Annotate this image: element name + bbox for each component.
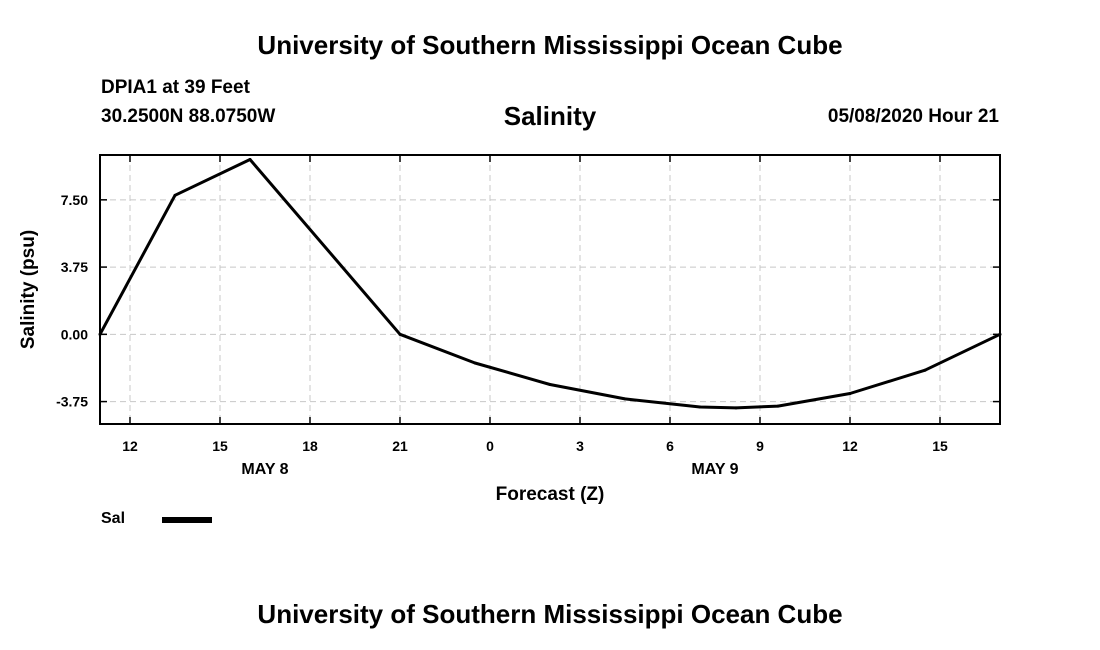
- station-coordinates: 30.2500N 88.0750W: [101, 106, 276, 127]
- x-axis-label: Forecast (Z): [496, 484, 605, 505]
- x-tick-label: 0: [486, 438, 494, 454]
- x-tick-label: 18: [302, 438, 318, 454]
- data-point: [473, 361, 477, 365]
- organization-footer: University of Southern Mississippi Ocean…: [257, 599, 843, 629]
- data-point: [548, 383, 552, 387]
- data-point: [734, 406, 738, 410]
- y-tick-label: 0.00: [61, 326, 88, 342]
- forecast-run-time: 05/08/2020 Hour 21: [827, 106, 999, 127]
- axis-layer: 12 15 18 21 0 3 6 9 12 15 MAY 8 MAY 9 7.50 3.75 0.00 -3…: [56, 155, 1000, 478]
- series-line-sal: [98, 158, 1001, 410]
- x-tick-label: 21: [392, 438, 408, 454]
- y-axis-label: Salinity (psu): [18, 230, 39, 349]
- data-point: [923, 368, 927, 372]
- chart-title: Salinity: [503, 101, 597, 131]
- data-point: [173, 193, 177, 197]
- legend-line-swatch: [162, 517, 212, 523]
- legend-label: Sal: [101, 510, 126, 527]
- y-tick-label: 7.50: [61, 192, 88, 208]
- x-tick-label: 15: [932, 438, 948, 454]
- x-tick-label: 12: [842, 438, 858, 454]
- x-tick-label: 12: [122, 438, 138, 454]
- organization-title: University of Southern Mississippi Ocean…: [257, 30, 843, 60]
- data-point: [248, 157, 252, 161]
- y-tick-label: -3.75: [56, 394, 88, 410]
- data-point: [848, 392, 852, 396]
- grid-layer: [100, 155, 1000, 424]
- data-point: [776, 404, 780, 408]
- x-tick-label: 9: [756, 438, 764, 454]
- x-tick-label: 3: [576, 438, 584, 454]
- data-point: [698, 405, 702, 409]
- plot-frame: [99, 154, 1001, 425]
- data-point: [398, 332, 402, 336]
- x-day-label: MAY 9: [691, 461, 738, 478]
- x-day-label: MAY 8: [241, 461, 288, 478]
- data-point: [623, 397, 627, 401]
- y-tick-label: 3.75: [61, 259, 88, 275]
- x-tick-label: 6: [666, 438, 674, 454]
- station-label: DPIA1 at 39 Feet: [101, 77, 250, 98]
- x-tick-label: 15: [212, 438, 228, 454]
- series-layer: [98, 157, 1002, 410]
